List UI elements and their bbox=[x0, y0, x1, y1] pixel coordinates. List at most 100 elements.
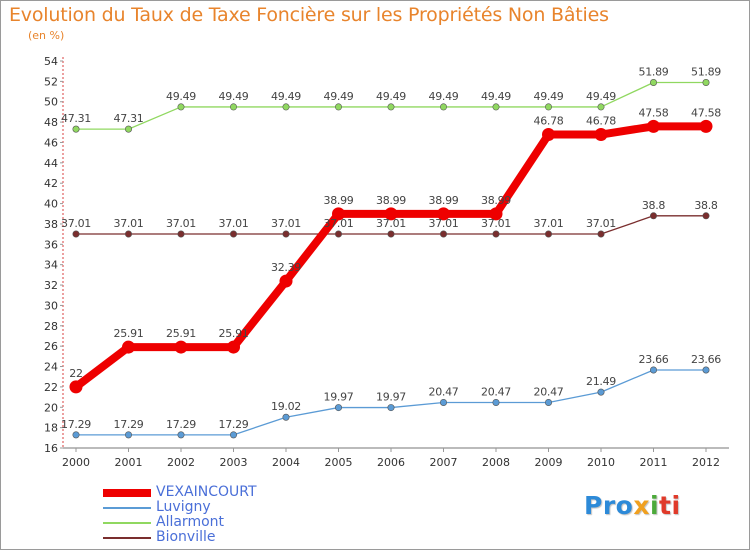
x-tick-label: 2003 bbox=[220, 456, 248, 469]
x-tick-label: 2010 bbox=[587, 456, 615, 469]
y-tick-label: 54 bbox=[44, 55, 58, 68]
data-label-luvigny: 19.97 bbox=[324, 391, 354, 404]
data-point-allarmont bbox=[702, 78, 710, 86]
y-tick-label: 50 bbox=[44, 96, 58, 109]
data-point-allarmont bbox=[649, 78, 657, 86]
data-point-luvigny bbox=[230, 431, 238, 439]
data-label-luvigny: 17.29 bbox=[61, 418, 91, 431]
x-tick-label: 2012 bbox=[692, 456, 720, 469]
data-point-bionville bbox=[72, 230, 80, 238]
data-point-vexaincourt bbox=[227, 340, 240, 354]
data-point-luvigny bbox=[702, 366, 710, 374]
y-tick-label: 34 bbox=[44, 259, 58, 272]
y-tick-label: 44 bbox=[44, 157, 58, 170]
data-label-bionville: 37.01 bbox=[114, 217, 144, 230]
data-label-allarmont: 51.89 bbox=[691, 65, 721, 78]
x-tick-label: 2006 bbox=[377, 456, 405, 469]
data-point-luvigny bbox=[334, 404, 342, 412]
data-label-luvigny: 17.29 bbox=[114, 418, 144, 431]
y-tick-label: 46 bbox=[44, 136, 58, 149]
y-tick-label: 40 bbox=[44, 198, 58, 211]
data-label-vexaincourt: 38.99 bbox=[429, 194, 459, 207]
data-point-vexaincourt bbox=[594, 128, 608, 142]
data-label-allarmont: 47.31 bbox=[114, 112, 144, 125]
data-label-allarmont: 49.49 bbox=[271, 90, 301, 103]
data-label-vexaincourt: 38.99 bbox=[376, 194, 406, 207]
data-point-luvigny bbox=[544, 398, 552, 406]
data-point-luvigny bbox=[125, 431, 133, 439]
data-label-bionville: 37.01 bbox=[61, 217, 91, 230]
data-label-luvigny: 20.47 bbox=[429, 385, 459, 398]
y-tick-label: 24 bbox=[44, 361, 58, 374]
data-point-bionville bbox=[544, 230, 552, 238]
data-label-allarmont: 49.49 bbox=[429, 90, 459, 103]
data-label-vexaincourt: 47.58 bbox=[691, 106, 721, 119]
data-point-vexaincourt bbox=[174, 340, 188, 354]
data-point-luvigny bbox=[439, 398, 447, 406]
legend-swatch-allarmont bbox=[103, 522, 151, 524]
y-tick-label: 48 bbox=[44, 116, 58, 129]
data-label-allarmont: 49.49 bbox=[324, 90, 354, 103]
logo-part-1: Pro bbox=[584, 491, 634, 520]
data-point-bionville bbox=[334, 230, 342, 238]
x-tick-label: 2011 bbox=[640, 456, 668, 469]
legend-swatch-luvigny bbox=[103, 507, 151, 509]
x-tick-label: 2009 bbox=[535, 456, 563, 469]
data-label-luvigny: 20.47 bbox=[481, 385, 511, 398]
data-label-allarmont: 49.49 bbox=[534, 90, 564, 103]
series-line-vexaincourt bbox=[72, 122, 710, 391]
x-tick-label: 2004 bbox=[272, 456, 300, 469]
data-point-bionville bbox=[125, 230, 133, 238]
legend-label-bionville: Bionville bbox=[156, 529, 216, 545]
legend-swatch-bionville bbox=[103, 537, 151, 539]
data-point-bionville bbox=[282, 230, 290, 238]
data-point-vexaincourt bbox=[332, 207, 345, 221]
data-label-bionville: 37.01 bbox=[219, 217, 249, 230]
data-point-bionville bbox=[387, 230, 395, 238]
x-tick-label: 2007 bbox=[430, 456, 458, 469]
data-label-vexaincourt: 46.78 bbox=[534, 115, 564, 128]
x-tick-label: 2008 bbox=[482, 456, 510, 469]
data-label-vexaincourt: 38.99 bbox=[324, 194, 354, 207]
data-label-bionville: 37.01 bbox=[481, 217, 511, 230]
logo-part-2: x bbox=[633, 491, 650, 520]
y-tick-label: 18 bbox=[44, 422, 58, 435]
y-tick-label: 42 bbox=[44, 177, 58, 190]
y-tick-label: 32 bbox=[44, 279, 58, 292]
data-label-vexaincourt: 25.91 bbox=[166, 327, 196, 340]
y-tick-label: 36 bbox=[44, 238, 58, 251]
data-point-luvigny bbox=[492, 398, 500, 406]
data-point-allarmont bbox=[544, 103, 552, 111]
data-point-bionville bbox=[597, 230, 605, 238]
legend-label-vexaincourt: VEXAINCOURT bbox=[156, 484, 257, 500]
data-label-allarmont: 49.49 bbox=[481, 90, 511, 103]
data-label-allarmont: 49.49 bbox=[376, 90, 406, 103]
data-label-bionville: 37.01 bbox=[586, 217, 616, 230]
data-point-allarmont bbox=[597, 103, 605, 111]
data-label-allarmont: 51.89 bbox=[639, 65, 669, 78]
data-label-vexaincourt: 46.78 bbox=[586, 115, 616, 128]
data-label-luvigny: 20.47 bbox=[534, 385, 564, 398]
data-label-vexaincourt: 32.39 bbox=[271, 261, 301, 274]
data-point-bionville bbox=[177, 230, 185, 238]
data-point-vexaincourt bbox=[384, 207, 398, 221]
data-point-vexaincourt bbox=[122, 340, 135, 354]
data-label-allarmont: 49.49 bbox=[219, 90, 249, 103]
data-point-vexaincourt bbox=[542, 128, 555, 142]
data-label-bionville: 37.01 bbox=[271, 217, 301, 230]
data-point-allarmont bbox=[334, 103, 342, 111]
y-tick-label: 22 bbox=[44, 381, 58, 394]
data-label-vexaincourt: 25.91 bbox=[114, 327, 144, 340]
series-layer bbox=[69, 78, 713, 439]
data-point-allarmont bbox=[125, 125, 133, 133]
data-label-allarmont: 49.49 bbox=[166, 90, 196, 103]
data-point-bionville bbox=[702, 212, 710, 220]
data-point-luvigny bbox=[177, 431, 185, 439]
data-label-allarmont: 49.49 bbox=[586, 90, 616, 103]
data-point-vexaincourt bbox=[279, 274, 293, 288]
y-tick-label: 20 bbox=[44, 401, 58, 414]
data-label-luvigny: 19.97 bbox=[376, 391, 406, 404]
x-tick-label: 2002 bbox=[167, 456, 195, 469]
